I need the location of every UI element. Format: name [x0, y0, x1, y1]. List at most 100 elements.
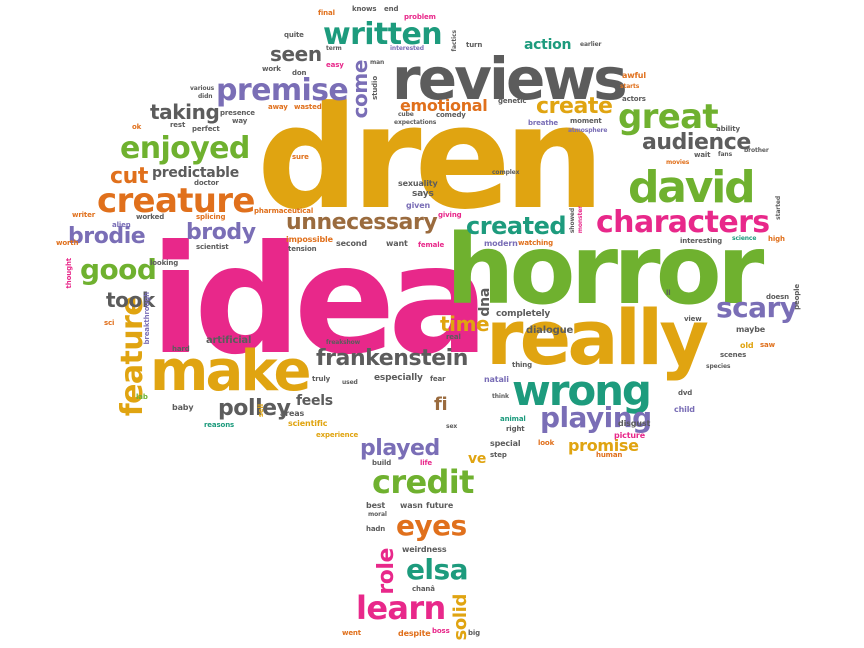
word-studio: studio [371, 76, 379, 100]
word-written: written [323, 17, 443, 52]
word-worked: worked [136, 213, 165, 221]
word-right: right [506, 425, 525, 433]
word-frankenstein: frankenstein [316, 346, 469, 371]
word-moment: moment [570, 117, 602, 125]
word-ll: ll [666, 289, 671, 297]
word-interesting: interesting [680, 237, 723, 245]
word-natali: natali [484, 375, 509, 384]
word-movies: movies [666, 159, 690, 166]
word-chana: chanâ [412, 585, 435, 593]
word-knows: knows [352, 5, 377, 13]
word-fear: fear [430, 375, 446, 383]
word-good: good [80, 253, 157, 286]
word-seen: seen [270, 42, 322, 66]
word-playing: playing [540, 401, 652, 434]
word-come: come [348, 60, 372, 119]
word-special: special [490, 439, 521, 448]
word-unnecessary: unnecessary [286, 210, 438, 235]
word-step: step [490, 451, 507, 459]
word-great: great [618, 97, 719, 137]
word-eyes: eyes [396, 509, 467, 542]
word-expectations: expectations [394, 119, 437, 126]
word-looking: looking [150, 259, 179, 267]
word-sex: sex [446, 423, 458, 430]
word-sexuality: sexuality [398, 179, 438, 188]
word-awful: awful [622, 71, 646, 80]
word-view: view [684, 315, 702, 323]
word-make: make [150, 339, 311, 404]
word-created: created [466, 212, 567, 240]
word-areas: areas [280, 409, 305, 418]
word-idea: idea [150, 214, 489, 388]
word-wrong: wrong [512, 366, 652, 415]
word-baby: baby [172, 403, 194, 412]
word-scientific: scientific [288, 419, 328, 428]
word-monster: monster [577, 206, 584, 234]
word-really: really [486, 293, 709, 382]
word-doctor: doctor [194, 179, 219, 187]
word-hadn: hadn [366, 525, 386, 533]
word-predictable: predictable [152, 165, 239, 181]
word-animal: animal [500, 415, 526, 423]
word-factics: factics [451, 30, 458, 52]
word-term: term [326, 45, 342, 52]
word-sci: sci [104, 319, 115, 327]
word-especially: especially [374, 373, 423, 383]
word-started: started [775, 196, 782, 220]
word-didn: didn [198, 93, 213, 100]
word-watching: watching [518, 239, 553, 247]
word-ve: ve [468, 451, 487, 467]
word-learn: learn [356, 589, 446, 627]
word-weirdness: weirdness [402, 545, 447, 554]
word-lab: lab [136, 393, 148, 401]
word-child: child [674, 405, 695, 414]
word-perfect: perfect [192, 125, 220, 133]
word-atmosphere: atmosphere [568, 127, 608, 134]
word-scary: scary [716, 291, 798, 324]
word-people: people [793, 284, 801, 310]
word-alien: alien [112, 221, 131, 229]
word-used: used [342, 379, 358, 386]
word-end: end [384, 5, 399, 13]
word-sure: sure [292, 153, 309, 161]
word-enjoyed: enjoyed [120, 131, 250, 166]
word-earlier: earlier [580, 41, 602, 48]
word-saw: saw [760, 341, 775, 349]
word-boss: boss [432, 627, 450, 635]
word-presence: presence [220, 109, 255, 117]
word-cube: cube [398, 111, 414, 118]
word-work: work [262, 65, 281, 73]
word-elsa: elsa [406, 553, 468, 586]
word-creature: creature [97, 181, 255, 221]
word-tension: tension [288, 245, 317, 253]
word-ok: ok [132, 123, 142, 131]
word-easy: easy [326, 61, 344, 69]
word-complex: complex [492, 169, 520, 176]
word-splicing: splicing [196, 213, 226, 221]
word-dialogue: dialogue [526, 325, 574, 336]
word-went: went [342, 629, 361, 637]
word-giving: giving [438, 211, 462, 219]
word-given: given [406, 201, 431, 210]
word-impossible: impossible [286, 235, 333, 244]
word-create: create [536, 94, 613, 119]
word-starts: starts [620, 83, 640, 90]
word-thing: thing [512, 361, 533, 369]
word-build: build [372, 459, 392, 467]
word-artificial: artificial [206, 335, 252, 346]
word-look: look [538, 439, 555, 447]
word-picture: picture [614, 431, 645, 440]
word-future: future [426, 501, 454, 510]
word-polley: polley [218, 396, 291, 421]
word-best: best [366, 501, 386, 510]
word-david: david [628, 162, 756, 213]
word-quite: quite [284, 31, 304, 39]
word-high: high [768, 235, 785, 243]
word-final: final [318, 9, 335, 17]
word-feels: feels [296, 393, 333, 409]
word-various: various [190, 85, 215, 92]
word-man: man [370, 59, 385, 66]
word-horror: horror [446, 214, 764, 326]
word-truly: truly [312, 375, 331, 383]
